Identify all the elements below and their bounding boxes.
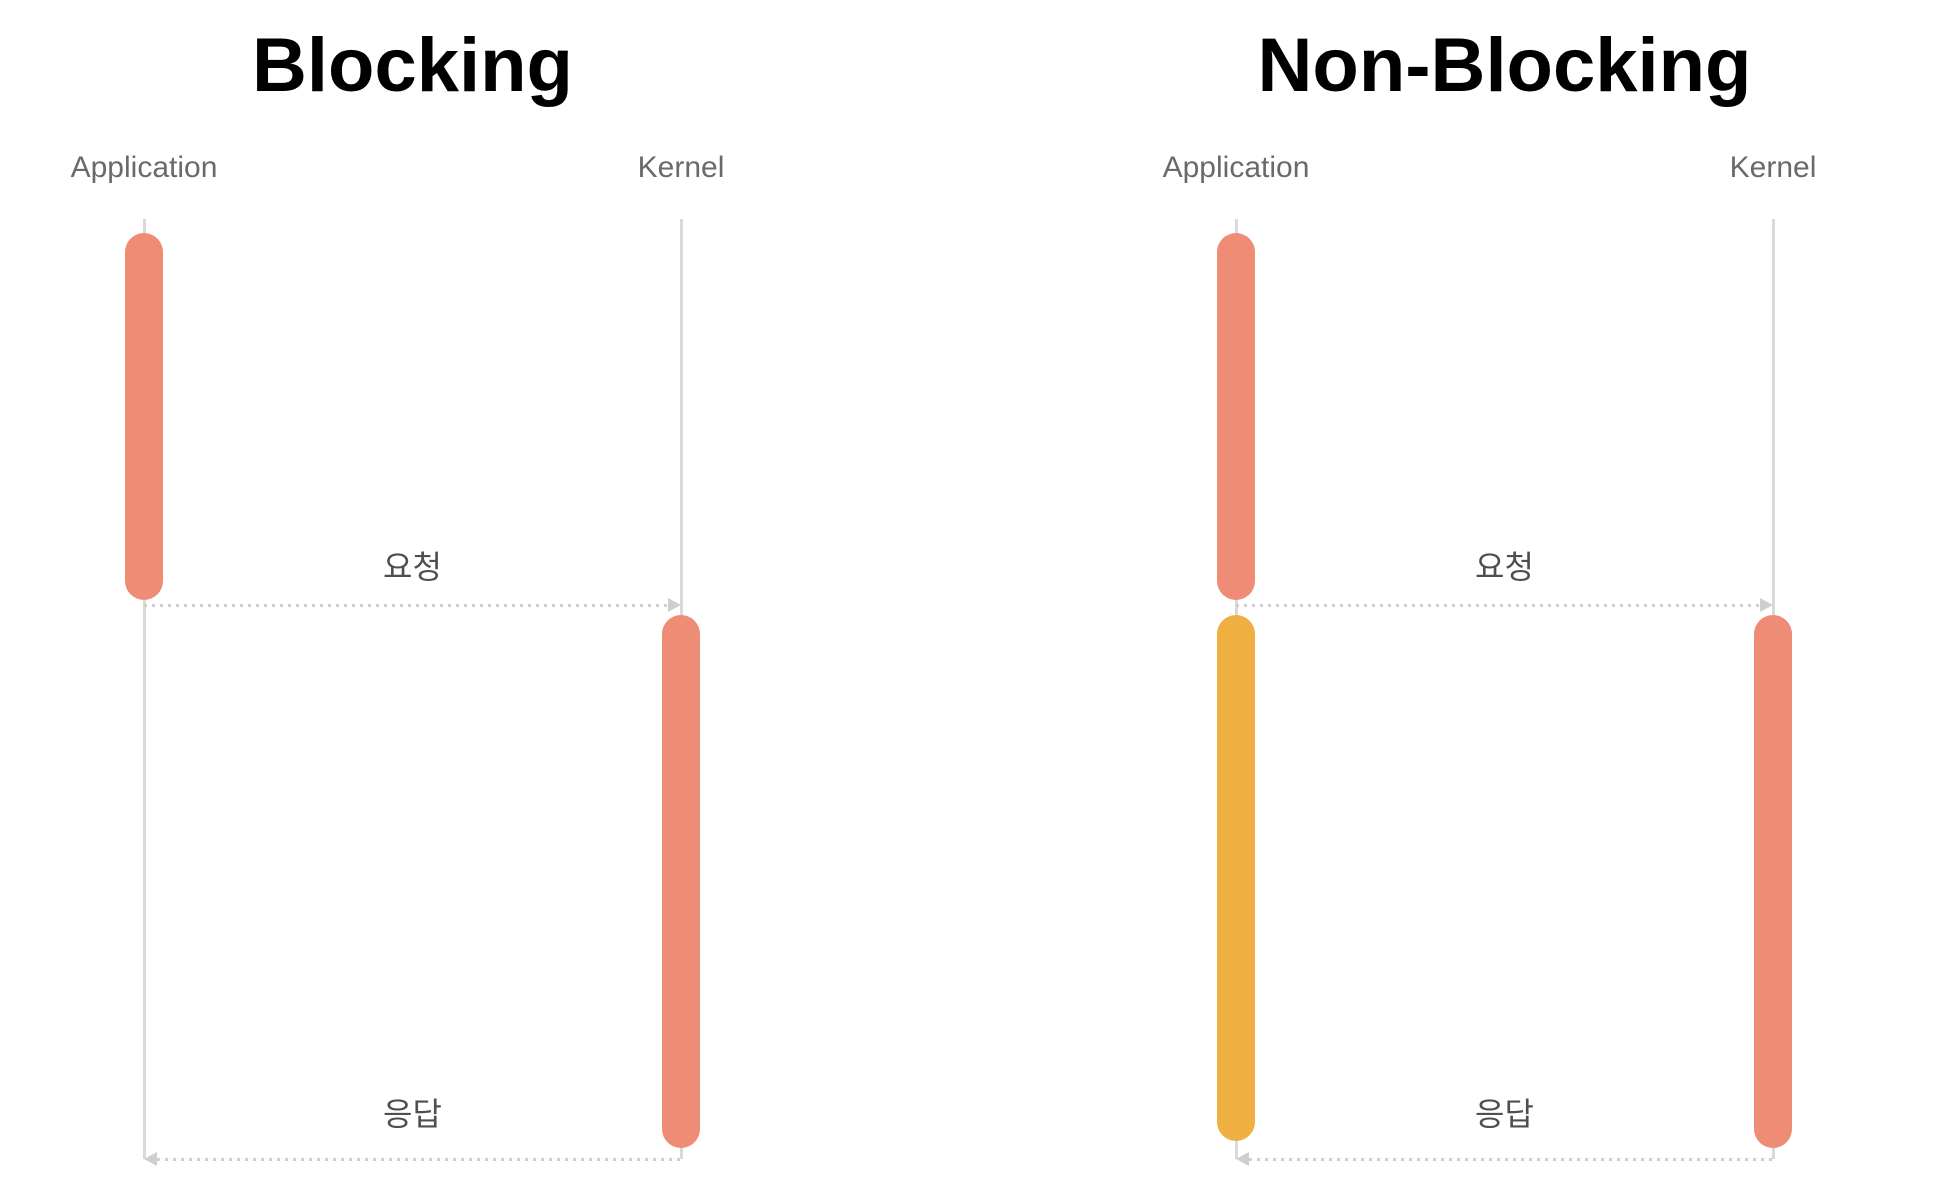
activation-bar-kernel xyxy=(662,615,700,1148)
activation-bar-application xyxy=(125,233,163,600)
arrowhead-left-icon xyxy=(1236,1152,1249,1166)
response-label: 응답 xyxy=(1475,1096,1534,1132)
actor-label-application: Application xyxy=(70,151,218,184)
activation-bar-application-waiting xyxy=(1217,615,1255,1141)
request-label: 요청 xyxy=(383,549,442,585)
arrowhead-right-icon xyxy=(1760,598,1773,612)
response-label: 응답 xyxy=(383,1096,442,1132)
activation-bar-kernel xyxy=(1754,615,1792,1148)
response-arrow-line xyxy=(1249,1158,1773,1161)
actor-label-application: Application xyxy=(1162,151,1310,184)
panel-title-non-blocking: Non-Blocking xyxy=(1257,23,1752,108)
response-arrow-line xyxy=(157,1158,681,1161)
actor-label-kernel: Kernel xyxy=(637,151,725,184)
actor-label-kernel: Kernel xyxy=(1729,151,1817,184)
lifeline-application xyxy=(143,219,146,1159)
panel-title-blocking: Blocking xyxy=(252,23,573,108)
arrowhead-left-icon xyxy=(144,1152,157,1166)
request-label: 요청 xyxy=(1475,549,1534,585)
arrowhead-right-icon xyxy=(668,598,681,612)
request-arrow-line xyxy=(144,604,668,607)
request-arrow-line xyxy=(1236,604,1760,607)
activation-bar-application xyxy=(1217,233,1255,600)
